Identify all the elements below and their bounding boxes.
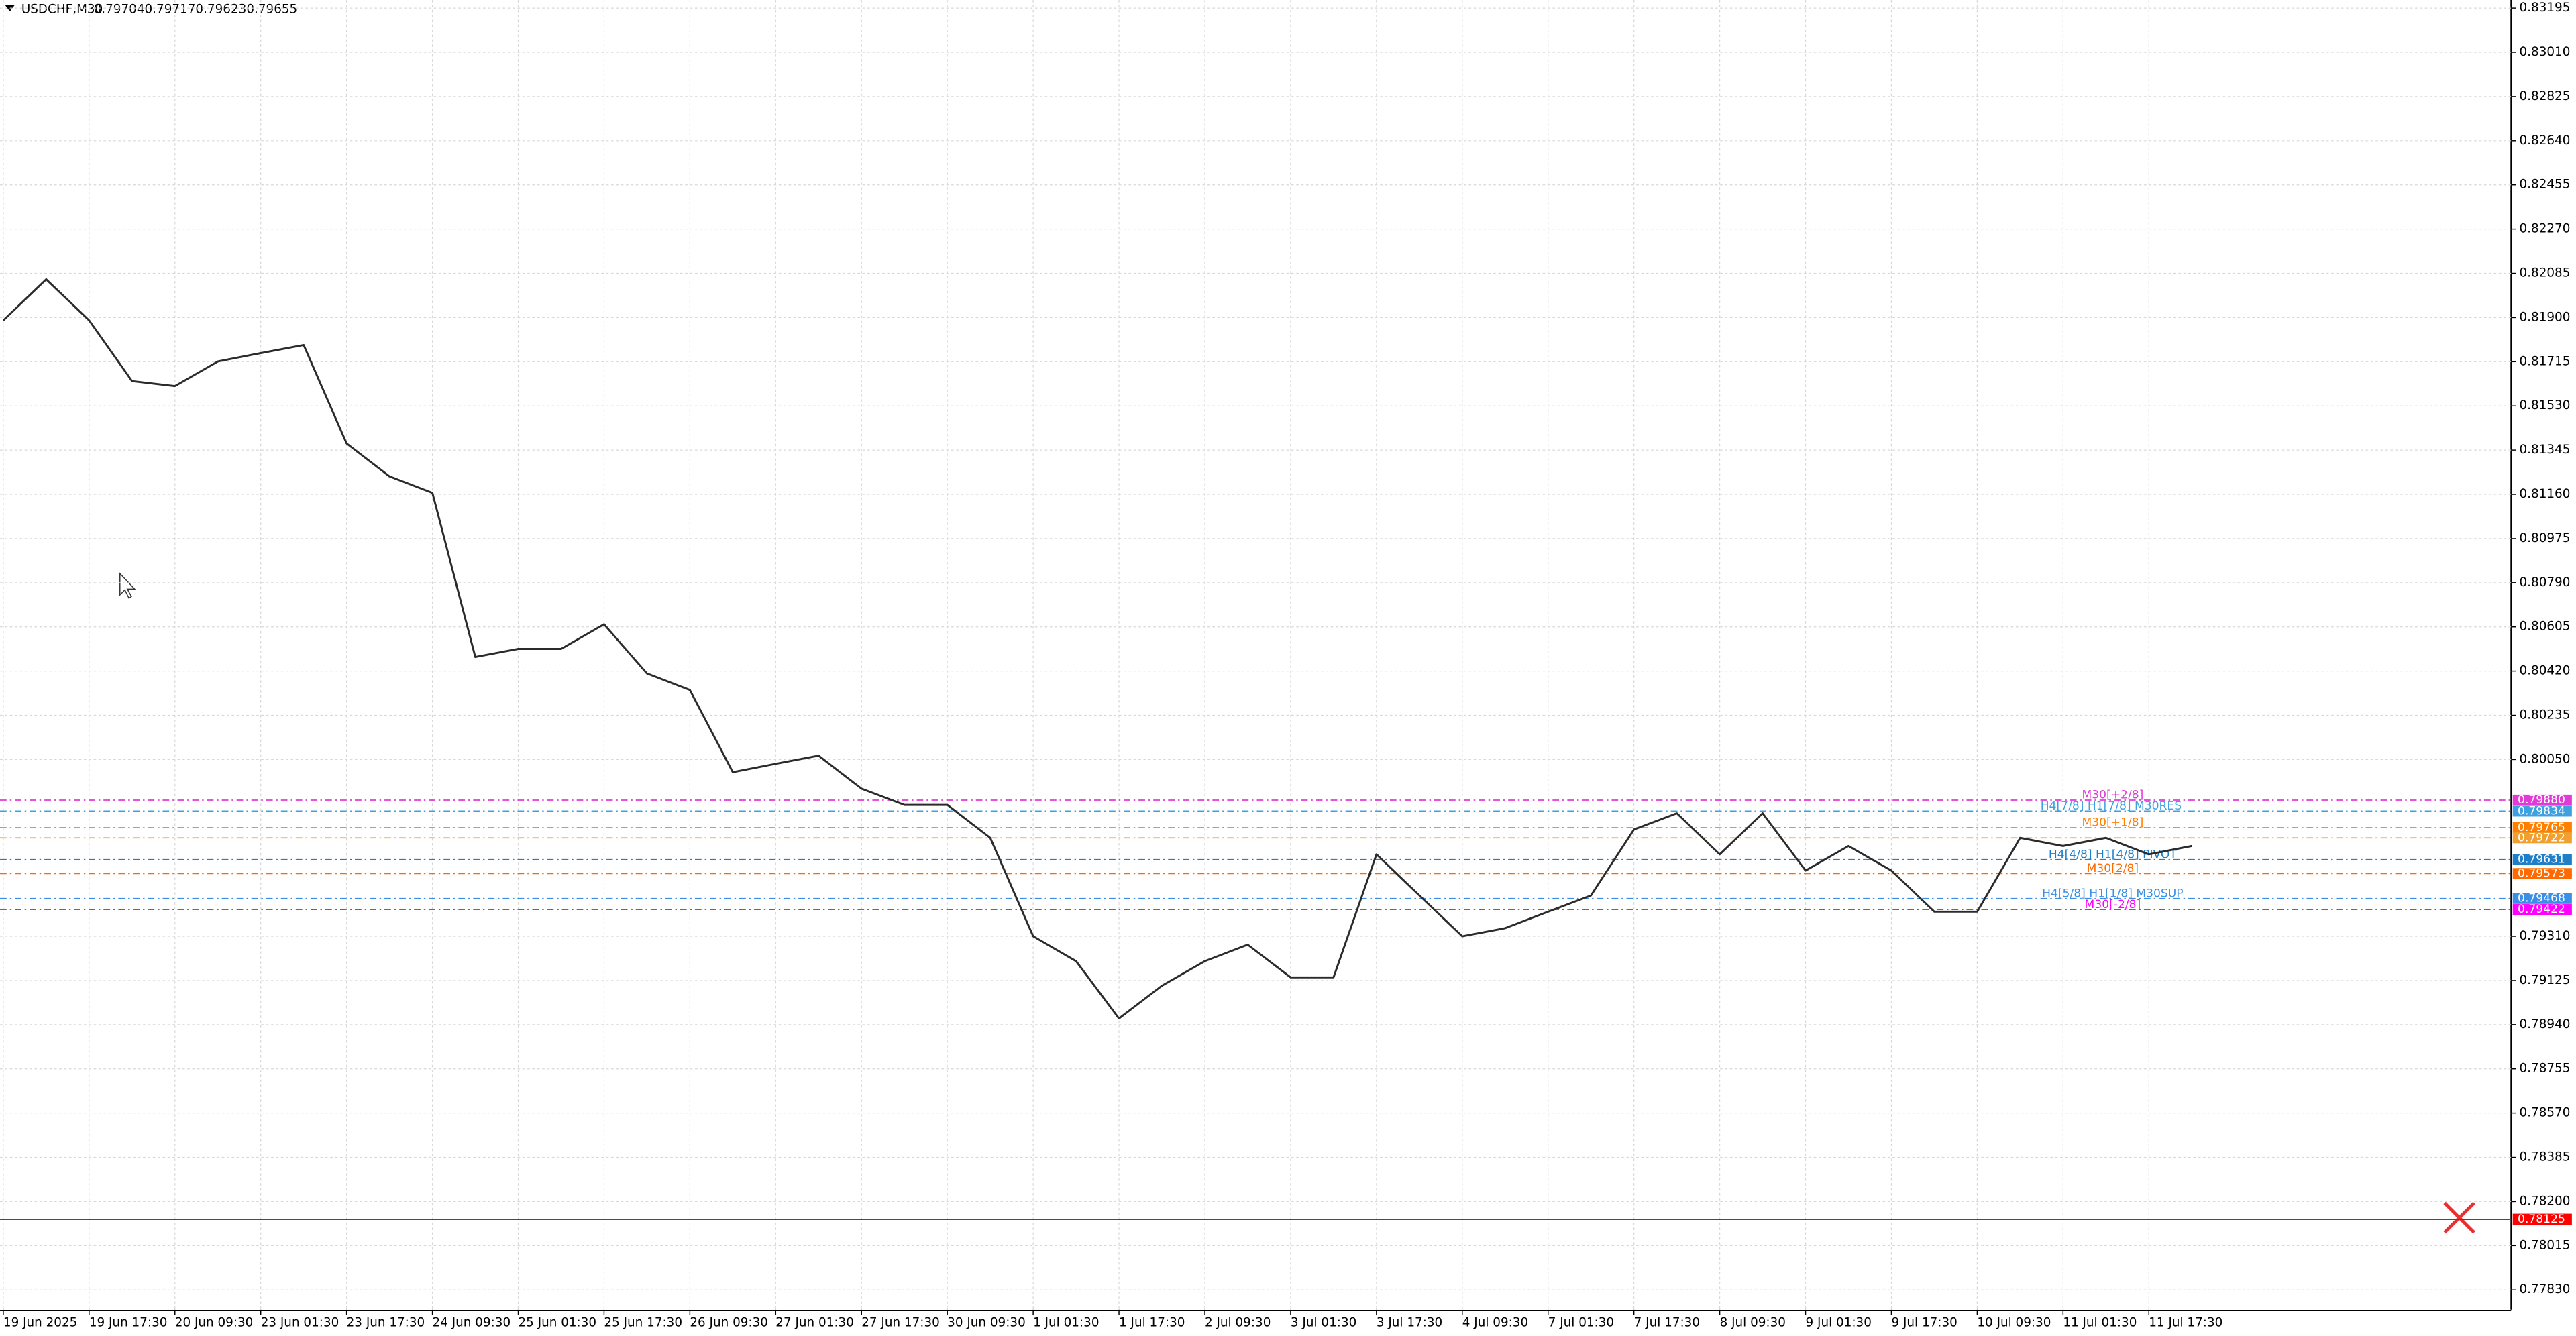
level-price-box: [2512, 893, 2572, 904]
price-line: [2, 278, 2192, 1020]
current-price-label: 0.78125: [2518, 1213, 2565, 1226]
y-tick-label: 0.78755: [2520, 1062, 2571, 1076]
level-price-box: [2512, 794, 2572, 806]
level-name: H4[4/8] H1[4/8] PIVOT: [2049, 848, 2178, 861]
ohlc-value: 0.79623: [195, 3, 246, 17]
level-price-box: [2512, 854, 2572, 865]
y-tick-label: 0.80420: [2520, 664, 2571, 678]
level-price-box: [2512, 832, 2572, 844]
x-tick-label: 2 Jul 09:30: [1205, 1315, 1271, 1329]
x-tick-label: 10 Jul 09:30: [1977, 1315, 2051, 1329]
x-tick-label: 25 Jun 01:30: [519, 1315, 597, 1329]
x-tick-label: 19 Jun 17:30: [89, 1315, 168, 1329]
level-price-box: [2512, 822, 2572, 834]
level-price-box: [2512, 805, 2572, 817]
level-price-label: 0.79468: [2518, 892, 2565, 905]
y-tick-label: 0.82640: [2520, 133, 2571, 148]
level-price-box: [2512, 868, 2572, 879]
y-tick-label: 0.78940: [2520, 1017, 2571, 1032]
y-tick-label: 0.81900: [2520, 310, 2571, 324]
x-tick-label: 4 Jul 09:30: [1462, 1315, 1528, 1329]
y-tick-label: 0.80790: [2520, 575, 2571, 590]
ohlc-value: 0.79717: [145, 3, 196, 17]
level-price-label: 0.79880: [2518, 793, 2565, 807]
level-price-box: [2512, 904, 2572, 915]
x-tick-label: 1 Jul 01:30: [1033, 1315, 1099, 1329]
x-tick-label: 19 Jun 2025: [3, 1315, 77, 1329]
y-tick-label: 0.83010: [2520, 45, 2571, 59]
y-tick-label: 0.80235: [2520, 708, 2571, 722]
y-tick-label: 0.81345: [2520, 443, 2571, 457]
y-tick-label: 0.77830: [2520, 1282, 2571, 1296]
current-price-box: [2512, 1213, 2572, 1225]
mouse-cursor: [119, 572, 136, 599]
x-tick-label: 7 Jul 01:30: [1548, 1315, 1614, 1329]
y-tick-label: 0.83195: [2520, 1, 2571, 15]
level-name: H4[5/8] H1[1/8] M30SUP: [2042, 887, 2184, 900]
y-tick-label: 0.82085: [2520, 266, 2571, 280]
close-icon[interactable]: [2443, 1201, 2475, 1234]
y-tick-label: 0.80975: [2520, 531, 2571, 545]
chart-title: USDCHF,M30: [21, 3, 103, 17]
level-name: H4[7/8] H1[7/8] M30RES: [2041, 799, 2182, 813]
x-tick-label: 11 Jul 01:30: [2063, 1315, 2137, 1329]
level-price-label: 0.79573: [2518, 867, 2565, 880]
x-tick-label: 3 Jul 17:30: [1377, 1315, 1442, 1329]
x-tick-label: 25 Jun 17:30: [604, 1315, 682, 1329]
x-tick-label: 1 Jul 17:30: [1119, 1315, 1185, 1329]
level-name: M30[2/8]: [2087, 862, 2139, 875]
level-name: M30[+2/8]: [2082, 789, 2143, 802]
y-tick-label: 0.79125: [2520, 973, 2571, 987]
y-tick-label: 0.78385: [2520, 1150, 2571, 1164]
x-tick-label: 30 Jun 09:30: [947, 1315, 1026, 1329]
y-tick-label: 0.82825: [2520, 89, 2571, 103]
y-tick-label: 0.81715: [2520, 354, 2571, 368]
y-tick-label: 0.78570: [2520, 1106, 2571, 1120]
level-price-label: 0.79765: [2518, 821, 2565, 834]
x-tick-label: 9 Jul 01:30: [1806, 1315, 1872, 1329]
y-tick-label: 0.79310: [2520, 929, 2571, 943]
x-tick-label: 9 Jul 17:30: [1891, 1315, 1957, 1329]
close-icon-stroke[interactable]: [2443, 1201, 2475, 1234]
level-name: M30[+1/8]: [2082, 816, 2143, 830]
x-tick-label: 3 Jul 01:30: [1291, 1315, 1356, 1329]
y-tick-label: 0.82455: [2520, 178, 2571, 192]
x-tick-label: 11 Jul 17:30: [2149, 1315, 2222, 1329]
y-tick-label: 0.82270: [2520, 222, 2571, 236]
level-price-label: 0.79834: [2518, 804, 2565, 818]
x-tick-label: 20 Jun 09:30: [175, 1315, 254, 1329]
x-tick-label: 26 Jun 09:30: [690, 1315, 768, 1329]
y-tick-label: 0.81160: [2520, 487, 2571, 501]
y-tick-label: 0.80050: [2520, 752, 2571, 766]
x-tick-label: 24 Jun 09:30: [433, 1315, 511, 1329]
x-tick-label: 23 Jun 01:30: [261, 1315, 339, 1329]
x-tick-label: 27 Jun 17:30: [861, 1315, 940, 1329]
ohlc-value: 0.79704: [94, 3, 145, 17]
y-tick-label: 0.80605: [2520, 620, 2571, 634]
x-tick-label: 7 Jul 17:30: [1634, 1315, 1700, 1329]
y-tick-label: 0.78200: [2520, 1194, 2571, 1208]
y-tick-label: 0.81530: [2520, 398, 2571, 412]
level-name: M30[-2/8]: [2085, 898, 2141, 911]
x-tick-label: 27 Jun 01:30: [775, 1315, 854, 1329]
y-tick-label: 0.78015: [2520, 1238, 2571, 1252]
level-price-label: 0.79722: [2518, 831, 2565, 844]
x-tick-label: 23 Jun 17:30: [347, 1315, 425, 1329]
level-price-label: 0.79631: [2518, 853, 2565, 867]
x-tick-label: 8 Jul 09:30: [1720, 1315, 1786, 1329]
ohlc-value: 0.79655: [246, 3, 297, 17]
level-price-label: 0.79422: [2518, 903, 2565, 916]
